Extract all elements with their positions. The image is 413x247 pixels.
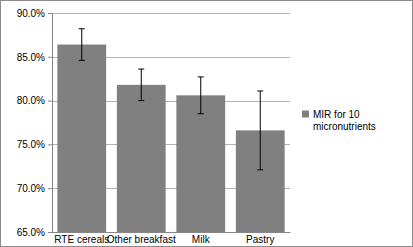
marks [57,29,284,232]
y-tick-mark [48,57,52,58]
y-tick-mark [48,232,52,233]
legend: MIR for 10 micronutrients [302,109,376,132]
y-tick: 90.0% [17,8,52,19]
y-tick: 85.0% [17,52,52,63]
x-tick-label: Milk [192,234,211,245]
bar [57,45,106,232]
x-tick: RTE cereals [54,232,109,245]
bar [176,95,225,232]
y-tick-label: 80.0% [17,95,45,106]
error-stem [200,77,201,114]
y-tick-label: 85.0% [17,52,45,63]
y-tick: 75.0% [17,139,52,150]
error-stem [141,69,142,101]
legend-swatch [302,111,309,118]
plot: 65.0% 70.0% 75.0% 80.0% 85.0% 90.0% RTE cereal… [17,8,291,245]
x-axis: RTE cerealsOther breakfast Milk Pastry [53,232,291,245]
x-tick-label: RTE cereals [54,234,109,245]
grid [52,14,290,233]
error-cap-low [138,100,144,101]
y-axis-line [48,14,53,233]
error-stem [260,91,261,170]
error-bar [257,91,263,170]
grid-line [52,13,290,14]
y-tick-label: 65.0% [17,227,45,238]
chart: 65.0% 70.0% 75.0% 80.0% 85.0% 90.0% RTE cereal… [0,0,413,247]
x-tick: Other breakfast [107,232,176,245]
y-tick-mark [48,101,52,102]
error-stem [81,29,82,61]
error-cap-low [198,113,204,114]
y-tick: 70.0% [17,183,52,194]
y-tick-label: 75.0% [17,139,45,150]
error-cap-high [79,28,85,29]
y-tick-mark [48,188,52,189]
y-tick-mark [48,13,52,14]
y-tick-label: 90.0% [17,8,45,19]
error-bar [79,29,85,61]
error-bar [138,69,144,101]
error-cap-high [138,69,144,70]
y-tick-mark [48,144,52,145]
x-tick-label: Other breakfast [107,234,176,245]
legend-label: MIR for 10 micronutrients [313,109,376,132]
chart-frame [1,1,413,247]
y-tick: 65.0% [17,227,52,238]
error-cap-high [198,76,204,77]
error-bar [198,77,204,114]
y-tick-label: 70.0% [17,183,45,194]
error-cap-low [257,169,263,170]
x-tick-label: Pastry [246,234,274,245]
y-tick: 80.0% [17,95,52,106]
series [57,29,284,232]
x-axis-line [53,232,291,233]
error-cap-low [79,60,85,61]
bar [117,85,166,232]
x-tick: Pastry [246,232,274,245]
x-tick: Milk [192,232,211,245]
grid-line [52,232,290,233]
y-axis: 65.0% 70.0% 75.0% 80.0% 85.0% 90.0% [17,8,53,238]
error-cap-high [257,90,263,91]
